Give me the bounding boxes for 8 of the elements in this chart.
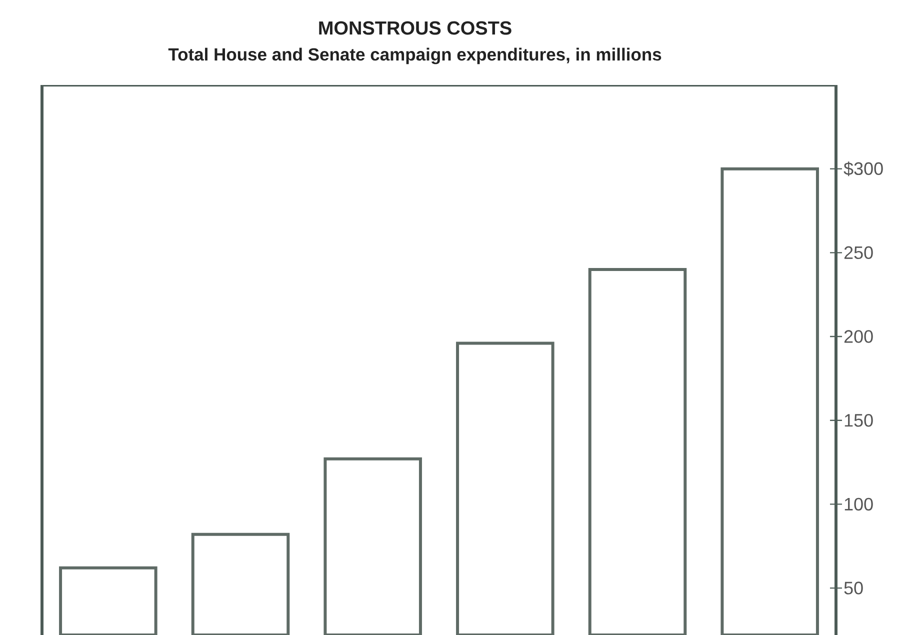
y-tick-label: 250: [844, 246, 873, 260]
y-tick-label: 150: [844, 414, 873, 427]
y-tick-label: 200: [844, 330, 873, 343]
chart-title: MONSTROUS COSTS: [319, 21, 512, 35]
y-tick-label: $300: [844, 162, 883, 176]
chart-subtitle: Total House and Senate campaign expenditures, in millions: [168, 48, 662, 64]
y-tick-label: 100: [844, 498, 873, 511]
y-tick-label: 50: [844, 582, 863, 594]
